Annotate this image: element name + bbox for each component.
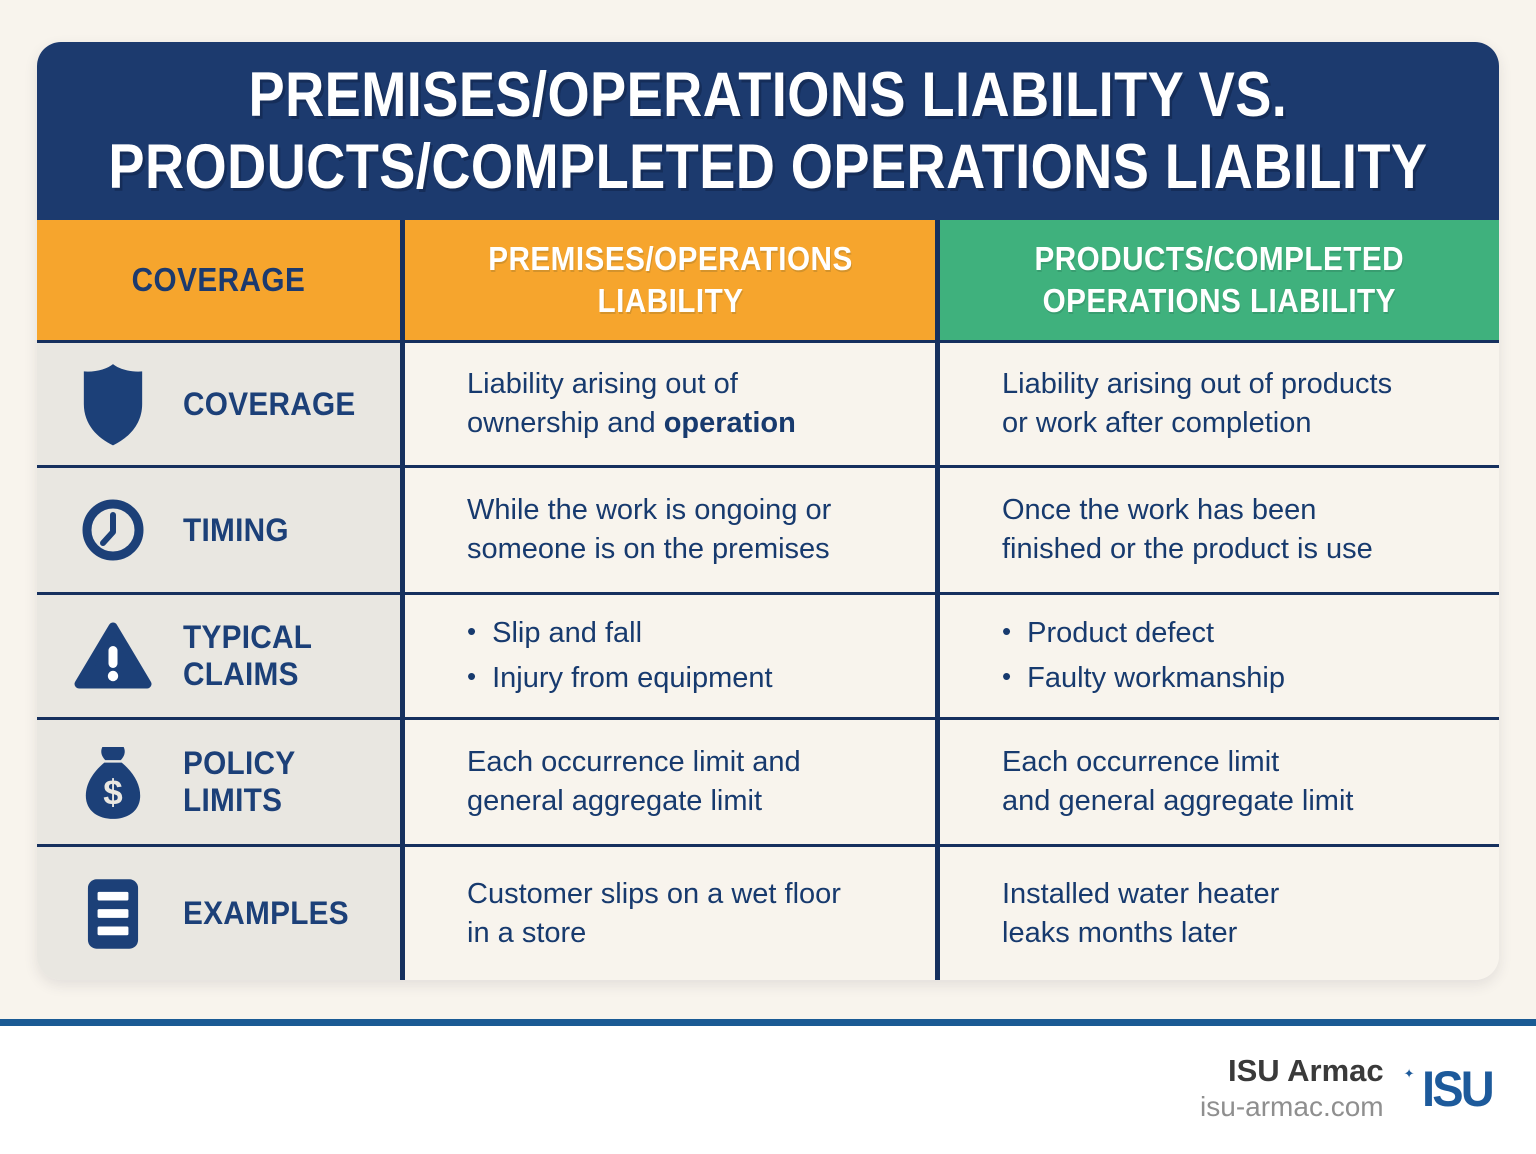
row-label-coverage: COVERAGE <box>183 385 356 422</box>
cell-text-line: Liability arising out of products <box>1002 368 1393 401</box>
premises-cell-coverage: Liability arising out of ownership and op… <box>405 340 940 465</box>
bullet-dot-icon: • <box>467 661 477 691</box>
footer: ISU Armac isu-armac.com ✦ ✦ ISU <box>1200 1052 1498 1124</box>
bullet-text: Faulty workmanship <box>1027 662 1285 694</box>
cell-text-line: and general aggregate limit <box>1002 785 1354 817</box>
products-header-line-2: OPERATIONS LIABILITY <box>1042 282 1397 319</box>
cell-text-line: general aggregate limit <box>467 785 763 817</box>
cell-text-line: While the work is ongoing or <box>467 494 832 527</box>
comparison-table: PREMISES/OPERATIONS LIABILITY VS. PRODUC… <box>37 42 1499 980</box>
bullet-dot-icon: • <box>1002 661 1012 691</box>
cell-text-line: Each occurrence limit <box>1002 746 1280 779</box>
products-header-line-1: PRODUCTS/COMPLETED <box>1034 239 1405 277</box>
bullet-dot-icon: • <box>1002 616 1012 647</box>
logo-text: ISU <box>1421 1061 1495 1118</box>
row-header-examples: EXAMPLES <box>37 844 405 980</box>
premises-header-line-1: PREMISES/OPERATIONS <box>487 239 853 277</box>
bullet-text: Injury from equipment <box>492 662 773 694</box>
column-header-coverage-label: COVERAGE <box>131 260 306 298</box>
bullet-text: Product defect <box>1027 617 1215 650</box>
row-header-timing: TIMING <box>37 465 405 592</box>
bullet-item: • Faulty workmanship <box>1002 659 1479 698</box>
footer-band <box>0 1026 1536 1154</box>
clock-icon <box>73 498 153 562</box>
row-label-typical-claims: TYPICAL CLAIMS <box>183 619 312 692</box>
bullet-item: • Slip and fall <box>467 614 915 653</box>
cell-text-line: Once the work has been <box>1002 494 1317 527</box>
cell-text-line: ownership and operation <box>467 407 796 439</box>
page-title-line-2: PRODUCTS/COMPLETED OPERATIONS LIABILITY <box>108 132 1428 202</box>
footer-text-block: ISU Armac isu-armac.com <box>1200 1052 1384 1124</box>
column-header-premises-operations: PREMISES/OPERATIONS LIABILITY <box>405 220 940 340</box>
products-cell-examples: Installed water heater leaks months later <box>940 844 1499 980</box>
row-header-policy-limits: $ POLICY LIMITS <box>37 717 405 844</box>
logo-star-icon: ✦ <box>1433 1057 1447 1075</box>
svg-text:$: $ <box>103 773 122 812</box>
money-bag-icon: $ <box>73 742 153 822</box>
cell-text-line: someone is on the premises <box>467 533 830 565</box>
premises-cell-examples: Customer slips on a wet floor in a store <box>405 844 940 980</box>
shield-icon <box>73 361 153 447</box>
column-header-products-completed-label: PRODUCTS/COMPLETED OPERATIONS LIABILITY <box>1035 238 1404 322</box>
row-label-examples: EXAMPLES <box>183 895 349 932</box>
footer-divider-line <box>0 1019 1536 1026</box>
bullet-dot-icon: • <box>467 616 477 647</box>
cell-text-line: Installed water heater <box>1002 877 1280 910</box>
row-label-timing: TIMING <box>183 511 289 548</box>
row-label-policy-limits: POLICY LIMITS <box>183 745 295 818</box>
premises-cell-policy-limits: Each occurrence limit and general aggrega… <box>405 717 940 844</box>
title-band: PREMISES/OPERATIONS LIABILITY VS. PRODUC… <box>37 42 1499 220</box>
warning-icon <box>73 620 153 692</box>
cell-text-line: leaks months later <box>1002 916 1238 949</box>
page-title-line-1: PREMISES/OPERATIONS LIABILITY VS. <box>248 59 1288 130</box>
cell-text-line: or work after completion <box>1002 407 1312 439</box>
products-cell-coverage: Liability arising out of products or work… <box>940 340 1499 465</box>
cell-text-line: finished or the product is use <box>1002 533 1373 565</box>
bullet-text: Slip and fall <box>492 617 643 650</box>
bullet-item: • Injury from equipment <box>467 659 915 698</box>
products-cell-policy-limits: Each occurrence limit and general aggrega… <box>940 717 1499 844</box>
premises-cell-typical-claims: • Slip and fall • Injury from equipment <box>405 592 940 717</box>
isu-logo: ✦ ✦ ISU <box>1404 1056 1498 1120</box>
brand-name: ISU Armac <box>1228 1053 1384 1088</box>
premises-header-line-2: LIABILITY <box>597 282 743 319</box>
column-header-premises-operations-label: PREMISES/OPERATIONS LIABILITY <box>488 238 852 322</box>
row-header-coverage: COVERAGE <box>37 340 405 465</box>
products-cell-typical-claims: • Product defect • Faulty workmanship <box>940 592 1499 717</box>
logo-star-icon: ✦ <box>1403 1066 1415 1082</box>
products-cell-timing: Once the work has been finished or the pr… <box>940 465 1499 592</box>
cell-text-line: Each occurrence limit and <box>467 746 801 779</box>
row-header-typical-claims: TYPICAL CLAIMS <box>37 592 405 717</box>
cell-text-line: in a store <box>467 916 587 949</box>
cell-text-line: Liability arising out of <box>467 368 738 401</box>
column-header-products-completed: PRODUCTS/COMPLETED OPERATIONS LIABILITY <box>940 220 1499 340</box>
bullet-item: • Product defect <box>1002 614 1479 653</box>
document-icon <box>73 877 153 951</box>
website-url: isu-armac.com <box>1200 1091 1384 1123</box>
column-header-coverage: COVERAGE <box>37 220 405 340</box>
cell-text-line: Customer slips on a wet floor <box>467 877 841 910</box>
premises-cell-timing: While the work is ongoing or someone is o… <box>405 465 940 592</box>
